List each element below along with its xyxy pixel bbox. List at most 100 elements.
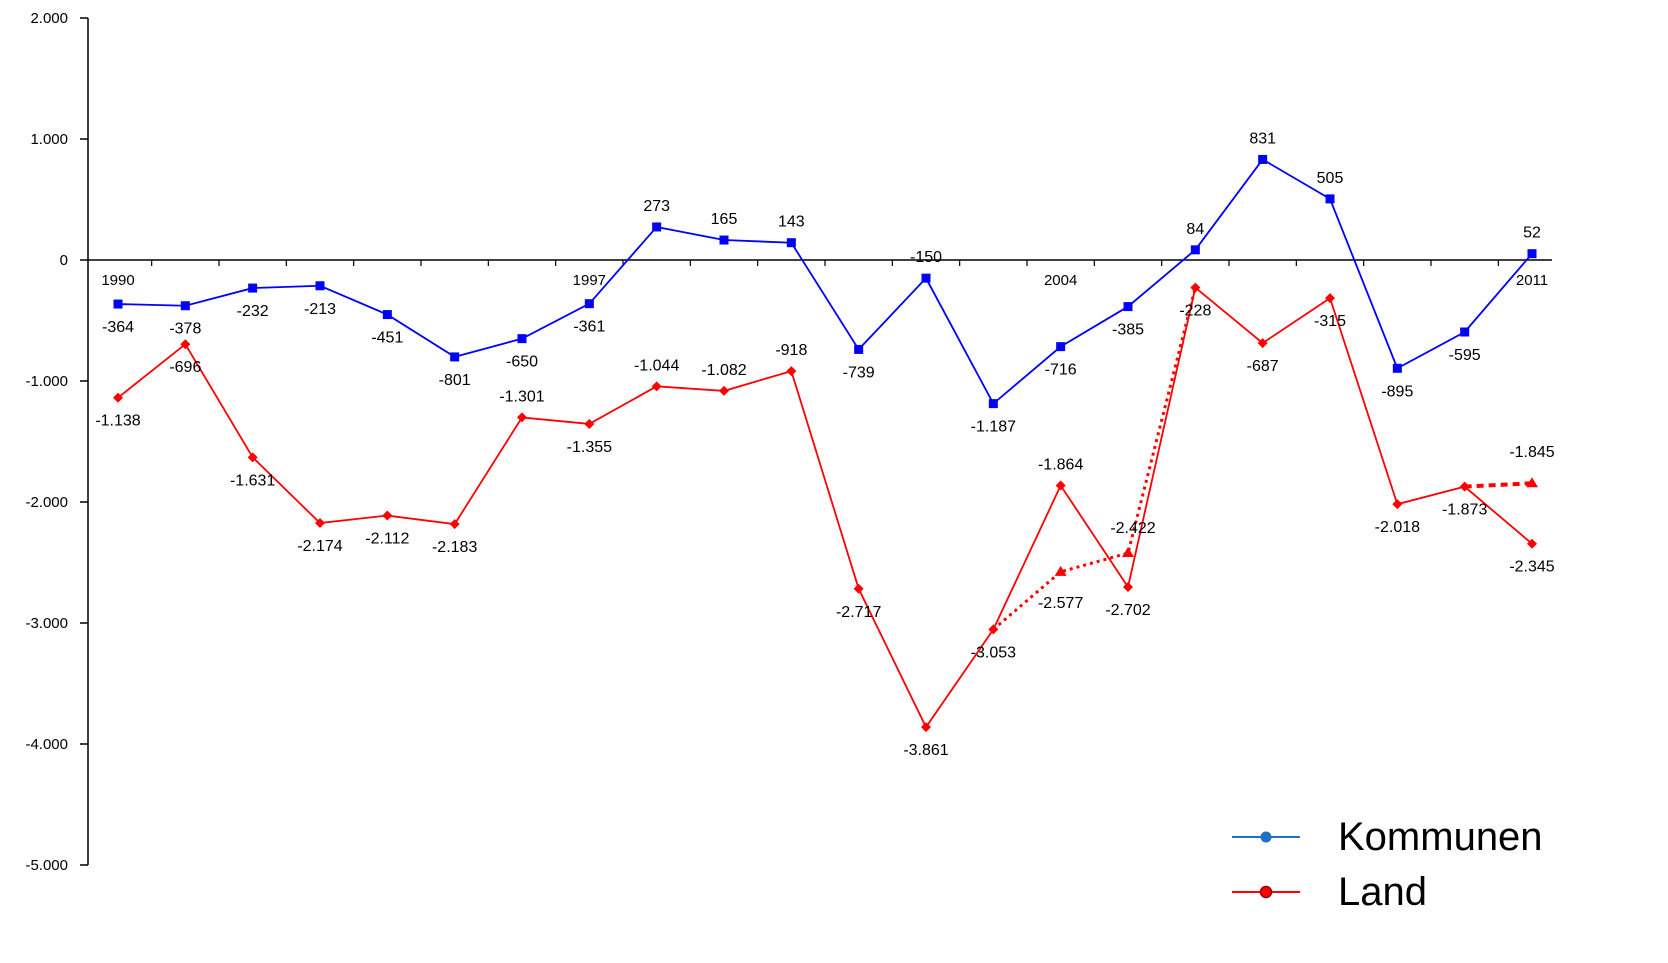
kommunen-point bbox=[517, 334, 527, 344]
land-point bbox=[1055, 480, 1066, 491]
kommunen-point bbox=[315, 281, 325, 291]
kommunen-point bbox=[652, 222, 662, 232]
kommunen-point bbox=[382, 310, 392, 320]
land-line bbox=[117, 285, 1533, 729]
land-point bbox=[382, 510, 393, 521]
kommunen-point bbox=[921, 273, 931, 283]
land-data-label: -315 bbox=[1314, 313, 1346, 330]
year-label: 1990 bbox=[101, 272, 134, 289]
land-point bbox=[315, 518, 325, 529]
land-point bbox=[1527, 538, 1537, 549]
land-point bbox=[1459, 481, 1470, 492]
kommunen-point bbox=[113, 299, 123, 309]
kommunen-data-label: 143 bbox=[778, 214, 805, 231]
year-label: 2011 bbox=[1516, 272, 1548, 289]
land-dotted-line bbox=[1464, 481, 1533, 489]
land-point bbox=[988, 624, 999, 635]
land-data-label: -1.138 bbox=[95, 413, 140, 430]
land-data-label: -1.631 bbox=[230, 472, 275, 489]
kommunen-data-label: -361 bbox=[573, 319, 605, 336]
kommunen-data-label: -364 bbox=[102, 319, 134, 336]
y-tick-label: 1.000 bbox=[30, 131, 68, 148]
land-dotted-point bbox=[1054, 565, 1067, 576]
y-tick-label: -3.000 bbox=[25, 615, 68, 632]
land-data-label: -3.861 bbox=[903, 742, 948, 759]
kommunen-data-label: 165 bbox=[711, 211, 738, 228]
kommunen-point bbox=[719, 235, 729, 245]
land-dotted-line bbox=[992, 287, 1197, 631]
land-point bbox=[113, 392, 123, 403]
x-axis: 1990 1997 2004 2011 bbox=[88, 259, 1552, 289]
kommunen-point bbox=[854, 344, 864, 354]
kommunen-point bbox=[786, 238, 796, 248]
land-point bbox=[1392, 499, 1403, 510]
legend: Kommunen Land bbox=[1232, 815, 1543, 914]
kommunen-data-label: -895 bbox=[1381, 383, 1413, 400]
land-point bbox=[180, 339, 191, 350]
kommunen-data-label: -150 bbox=[910, 249, 942, 266]
land-point bbox=[1123, 581, 1133, 592]
kommunen-data-label: 831 bbox=[1249, 130, 1276, 147]
land-point bbox=[1257, 338, 1268, 349]
land-data-label: -2.702 bbox=[1105, 602, 1150, 619]
land-point bbox=[786, 366, 797, 377]
land-data-label: -2.183 bbox=[432, 539, 477, 556]
land-data-label: -1.873 bbox=[1442, 502, 1487, 519]
kommunen-data-label: -385 bbox=[1112, 322, 1144, 339]
land-point bbox=[247, 452, 258, 463]
land-data-label: -2.018 bbox=[1375, 519, 1420, 536]
kommunen-point bbox=[1392, 363, 1402, 373]
y-tick-label: -2.000 bbox=[25, 494, 68, 511]
land-dotted-data-label: -2.577 bbox=[1038, 595, 1083, 612]
kommunen-data-label: -650 bbox=[506, 354, 538, 371]
kommunen-point bbox=[1258, 154, 1268, 164]
land-data-label: -228 bbox=[1179, 303, 1211, 320]
land-data-label: -2.717 bbox=[836, 604, 881, 621]
land-data-label: -2.112 bbox=[365, 531, 409, 548]
kommunen-data-label: -378 bbox=[169, 321, 201, 338]
kommunen-data-label: -213 bbox=[304, 301, 336, 318]
kommunen-data-label: -739 bbox=[843, 364, 875, 381]
land-point bbox=[651, 381, 662, 392]
land-point bbox=[719, 385, 729, 396]
kommunen-point bbox=[584, 299, 594, 309]
kommunen-point bbox=[1460, 327, 1470, 337]
land-data-label: -918 bbox=[775, 342, 807, 359]
kommunen-data-label: -595 bbox=[1449, 347, 1481, 364]
legend-marker bbox=[1259, 885, 1273, 899]
kommunen-data-label: -716 bbox=[1045, 362, 1077, 379]
kommunen-line bbox=[117, 158, 1533, 406]
land-data-label: -3.053 bbox=[971, 644, 1016, 661]
series-layer bbox=[113, 154, 1538, 733]
kommunen-point bbox=[180, 301, 190, 311]
legend-label: Land bbox=[1338, 870, 1427, 914]
land-point bbox=[1325, 293, 1335, 304]
land-dotted-data-label: -2.422 bbox=[1110, 520, 1155, 537]
land-data-label: -1.355 bbox=[567, 439, 612, 456]
kommunen-data-label: 273 bbox=[643, 198, 670, 215]
kommunen-point bbox=[1056, 342, 1066, 352]
land-data-label: -1.082 bbox=[701, 362, 746, 379]
land-point bbox=[449, 519, 460, 530]
kommunen-point bbox=[450, 352, 460, 362]
land-data-label: -2.174 bbox=[297, 538, 342, 555]
land-point bbox=[517, 412, 527, 423]
y-tick-label: 2.000 bbox=[30, 10, 68, 27]
kommunen-point bbox=[1123, 302, 1133, 312]
kommunen-data-label: 84 bbox=[1186, 221, 1204, 238]
legend-label: Kommunen bbox=[1338, 815, 1543, 859]
land-data-label: -1.044 bbox=[634, 357, 679, 374]
kommunen-point bbox=[1527, 249, 1537, 259]
land-dotted-point bbox=[1526, 477, 1538, 488]
y-tick-label: 0 bbox=[60, 252, 68, 269]
land-data-label: -687 bbox=[1247, 358, 1279, 375]
kommunen-data-label: -232 bbox=[237, 303, 269, 320]
y-axis: 2.000 1.000 0 -1.000 -2.000 -3.000 -4.000 -5.00… bbox=[25, 10, 89, 874]
land-dotted-point bbox=[1122, 547, 1134, 558]
kommunen-point bbox=[988, 399, 998, 409]
kommunen-data-label: 52 bbox=[1523, 225, 1541, 242]
kommunen-point bbox=[1325, 194, 1335, 204]
land-point bbox=[853, 583, 864, 594]
data-labels: -364 -378 -232 -213 -451 -801 -650 -361 273 165 14… bbox=[95, 130, 1554, 759]
